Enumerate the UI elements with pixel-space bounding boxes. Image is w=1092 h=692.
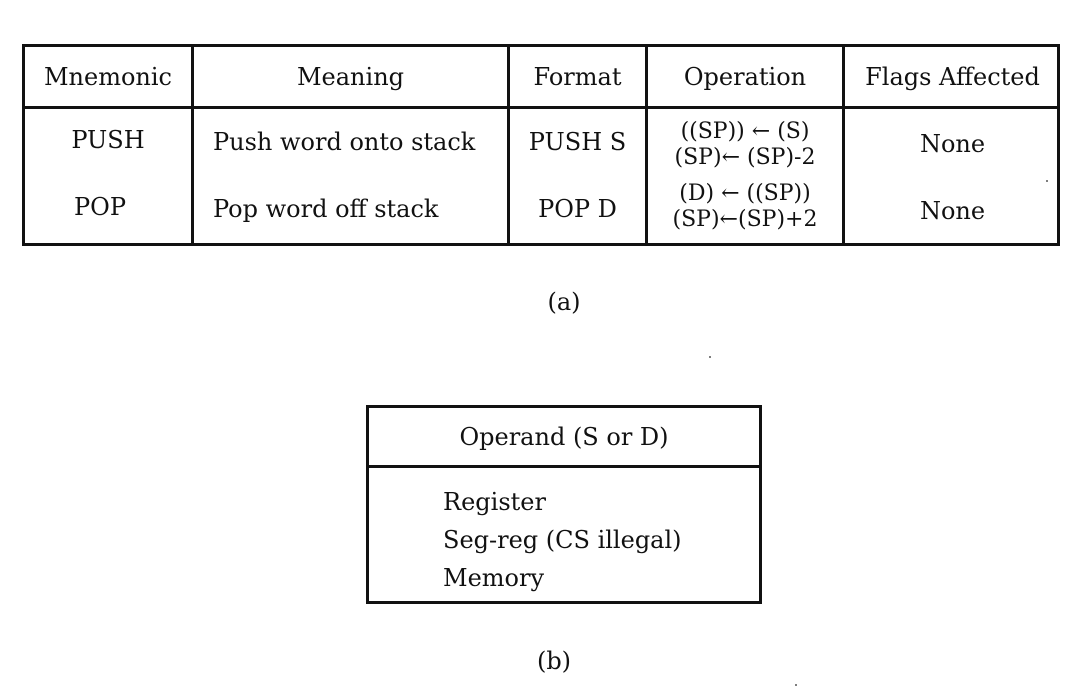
column-divider <box>645 47 648 243</box>
row-pop-operation: (D) ← ((SP)) (SP)←(SP)+2 <box>648 181 842 233</box>
row-pop-operation-line1: (D) ← ((SP)) <box>679 181 811 206</box>
caption-a: (a) <box>547 288 581 316</box>
table-header-row <box>25 47 1057 109</box>
row-pop-operation-line2: (SP)←(SP)+2 <box>672 207 818 232</box>
operand-header: Operand (S or D) <box>369 408 759 468</box>
operand-item-register: Register <box>443 488 546 516</box>
header-flags: Flags Affected <box>865 63 1040 91</box>
row-push-operation-line2: (SP)← (SP)-2 <box>674 145 816 170</box>
row-pop-mnemonic: POP <box>74 193 126 221</box>
row-push-format: PUSH S <box>528 128 627 156</box>
row-push-operation: ((SP)) ← (S) (SP)← (SP)-2 <box>648 119 842 171</box>
header-meaning: Meaning <box>296 63 405 91</box>
caption-b: (b) <box>536 647 572 675</box>
column-divider <box>507 47 510 243</box>
row-push-meaning: Push word onto stack <box>213 128 476 156</box>
header-mnemonic: Mnemonic <box>43 63 172 91</box>
row-pop-meaning: Pop word off stack <box>213 195 439 223</box>
row-push-mnemonic: PUSH <box>71 126 145 154</box>
scan-speck <box>795 684 797 686</box>
instruction-table: Mnemonic Meaning Format Operation Flags … <box>22 44 1060 246</box>
row-pop-flags: None <box>919 197 986 225</box>
operand-list: Register Seg-reg (CS illegal) Memory <box>443 483 682 597</box>
row-push-operation-line1: ((SP)) ← (S) <box>680 119 810 144</box>
operand-item-memory: Memory <box>443 564 545 592</box>
header-operation: Operation <box>683 63 807 91</box>
column-divider <box>191 47 194 243</box>
header-format: Format <box>533 63 622 91</box>
row-pop-format: POP D <box>538 195 617 223</box>
operand-table: Operand (S or D) Register Seg-reg (CS il… <box>366 405 762 604</box>
row-push-flags: None <box>919 130 986 158</box>
operand-item-seg-reg: Seg-reg (CS illegal) <box>443 526 682 554</box>
scan-speck <box>1046 180 1048 182</box>
scan-speck <box>709 356 711 358</box>
column-divider <box>842 47 845 243</box>
